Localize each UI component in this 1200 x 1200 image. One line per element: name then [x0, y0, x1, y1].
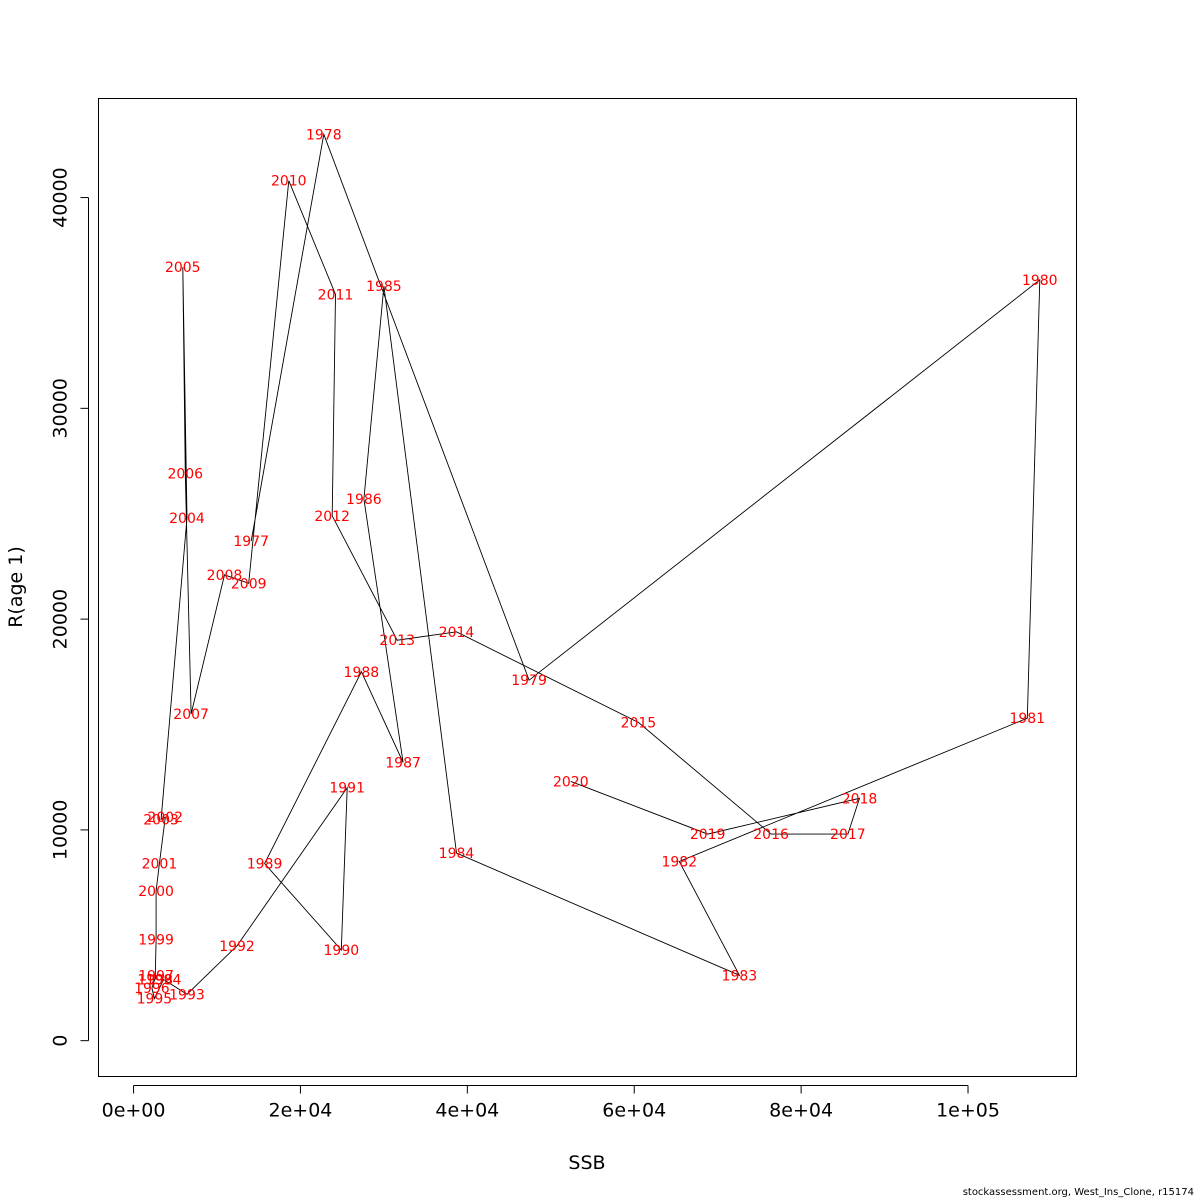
point-label-1996: 1996	[134, 981, 170, 997]
y-axis: 0 10000 20000 30000 40000	[50, 167, 89, 1047]
point-label-2005: 2005	[165, 260, 201, 276]
x-tick-label: 1e+05	[936, 1100, 1000, 1122]
y-tick-label: 40000	[50, 167, 72, 227]
x-tick-label: 0e+00	[102, 1100, 166, 1122]
point-label-1995: 1995	[137, 992, 173, 1008]
point-label-2003: 2003	[143, 812, 179, 828]
y-tick-label: 20000	[50, 589, 72, 649]
point-label-2015: 2015	[621, 715, 657, 731]
x-axis-title: SSB	[568, 1152, 605, 1174]
point-label-2019: 2019	[690, 827, 726, 843]
point-label-2013: 2013	[379, 633, 415, 649]
point-label-1991: 1991	[329, 781, 365, 797]
plot-frame	[98, 98, 1077, 1077]
point-label-1988: 1988	[344, 665, 380, 681]
point-label-2000: 2000	[138, 884, 174, 900]
point-label-1983: 1983	[722, 968, 758, 984]
point-label-1977: 1977	[233, 534, 269, 550]
point-label-2018: 2018	[842, 791, 878, 807]
point-label-1979: 1979	[511, 673, 547, 689]
point-label-1982: 1982	[661, 855, 697, 871]
point-label-2002: 2002	[147, 810, 183, 826]
point-label-2012: 2012	[314, 509, 350, 525]
point-label-2001: 2001	[142, 857, 178, 873]
point-label-1981: 1981	[1009, 711, 1045, 727]
point-label-2010: 2010	[271, 174, 307, 190]
series-line	[151, 132, 1041, 1000]
point-label-2006: 2006	[167, 467, 203, 483]
x-tick-label: 8e+04	[769, 1100, 833, 1122]
y-axis-title: R(age 1)	[5, 546, 27, 628]
point-label-2014: 2014	[439, 625, 475, 641]
point-label-1999: 1999	[138, 932, 174, 948]
y-tick-label: 10000	[50, 800, 72, 860]
point-label-1994: 1994	[146, 973, 182, 989]
point-label-1985: 1985	[366, 279, 402, 295]
point-label-2011: 2011	[318, 288, 354, 304]
y-tick-label: 0	[50, 1035, 72, 1047]
x-tick-label: 2e+04	[269, 1100, 333, 1122]
x-axis: 0e+00 2e+04 4e+04 6e+04 8e+04 1e+05	[102, 1085, 1000, 1122]
x-tick-label: 6e+04	[602, 1100, 666, 1122]
point-label-1997: 1997	[138, 968, 174, 984]
y-tick-label: 30000	[50, 378, 72, 438]
point-label-2008: 2008	[207, 568, 243, 584]
point-label-1986: 1986	[346, 492, 382, 508]
point-label-1998: 1998	[137, 973, 173, 989]
point-label-2016: 2016	[753, 827, 789, 843]
point-label-1993: 1993	[169, 987, 205, 1003]
point-label-1989: 1989	[247, 857, 283, 873]
point-label-2009: 2009	[231, 576, 267, 592]
point-label-1987: 1987	[385, 755, 421, 771]
x-tick-label: 4e+04	[435, 1100, 499, 1122]
point-label-1980: 1980	[1022, 273, 1058, 289]
point-label-2004: 2004	[169, 511, 205, 527]
point-label-2017: 2017	[830, 827, 866, 843]
point-label-1992: 1992	[219, 939, 255, 955]
footer-credit: stockassessment.org, West_Ins_Clone, r15…	[962, 1187, 1194, 1198]
point-labels: 1977 1978 1979 1980 1981 1982 1983 1984 1985 1986…	[134, 127, 1058, 1007]
point-label-1984: 1984	[439, 846, 475, 862]
point-label-1990: 1990	[324, 943, 360, 959]
point-label-1978: 1978	[306, 127, 342, 143]
point-label-2020: 2020	[553, 774, 589, 790]
point-label-2007: 2007	[173, 707, 209, 723]
series-path	[151, 132, 1041, 1000]
